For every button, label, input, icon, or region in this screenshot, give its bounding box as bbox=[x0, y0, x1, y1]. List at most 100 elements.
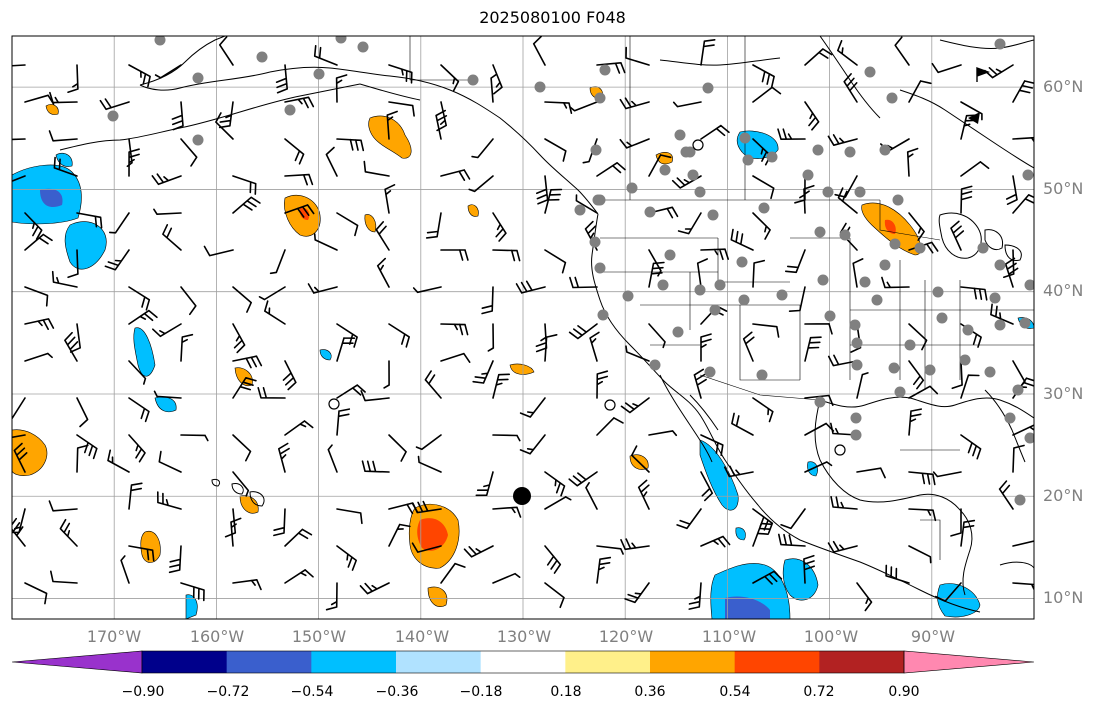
wind-barb bbox=[575, 194, 598, 214]
wind-barb bbox=[619, 138, 650, 149]
colorbar-segment bbox=[396, 651, 482, 673]
wind-barb bbox=[376, 257, 390, 288]
wind-barb bbox=[837, 40, 858, 66]
calm-wind-marker bbox=[328, 398, 340, 410]
wind-barb bbox=[700, 434, 724, 457]
wind-barb bbox=[568, 323, 598, 340]
wind-barb bbox=[803, 554, 815, 584]
wind-barb bbox=[752, 323, 780, 338]
station-marker bbox=[824, 310, 836, 322]
wind-barb bbox=[519, 397, 546, 418]
station-marker bbox=[839, 229, 851, 241]
station-marker bbox=[1024, 432, 1034, 444]
wind-barb bbox=[282, 360, 297, 391]
station-marker bbox=[674, 129, 686, 141]
wind-barb bbox=[492, 212, 507, 242]
station-marker bbox=[994, 319, 1006, 331]
wind-barb bbox=[700, 471, 714, 502]
wind-barb bbox=[856, 582, 873, 612]
wind-barb bbox=[648, 154, 672, 177]
wind-barb bbox=[12, 397, 26, 420]
wind-barb bbox=[180, 434, 209, 442]
lon-label-110w: 110°W bbox=[701, 627, 757, 646]
wind-barb bbox=[569, 276, 598, 289]
wind-barb bbox=[908, 385, 939, 399]
wind-barb bbox=[881, 276, 910, 289]
wind-barb bbox=[778, 533, 806, 547]
wind-barb bbox=[637, 479, 650, 510]
station-marker bbox=[802, 169, 814, 181]
wind-barb bbox=[932, 471, 962, 478]
wind-barb bbox=[804, 323, 833, 335]
wind-barb bbox=[128, 286, 151, 311]
wind-barb bbox=[620, 538, 650, 551]
wind-barb bbox=[325, 582, 338, 611]
wind-barb bbox=[827, 540, 858, 553]
wind-barb bbox=[852, 258, 864, 288]
wind-barb bbox=[128, 360, 147, 385]
wind-barb bbox=[700, 39, 716, 66]
wind-barb bbox=[688, 582, 702, 610]
wind-barb bbox=[336, 337, 356, 362]
wind-barb bbox=[336, 508, 363, 525]
wind-barb bbox=[475, 471, 494, 497]
station-marker bbox=[626, 182, 638, 194]
wind-barb bbox=[107, 449, 130, 473]
station-marker bbox=[984, 366, 996, 378]
wind-barb bbox=[53, 156, 78, 177]
station-marker bbox=[594, 262, 606, 274]
colorbar-segment bbox=[565, 651, 651, 673]
wind-barb bbox=[960, 286, 988, 301]
station-marker bbox=[851, 359, 863, 371]
station-marker bbox=[1004, 412, 1016, 424]
wind-barb bbox=[273, 508, 286, 537]
wind-barb bbox=[388, 523, 411, 547]
wind-barb bbox=[336, 384, 366, 399]
wind-barb bbox=[596, 162, 626, 177]
wind-barb bbox=[128, 64, 151, 88]
lon-label-150w: 150°W bbox=[291, 627, 347, 646]
wind-barb bbox=[935, 582, 962, 602]
wind-barb bbox=[180, 582, 205, 602]
station-marker bbox=[664, 249, 676, 261]
station-marker bbox=[739, 132, 751, 144]
wind-barb bbox=[960, 161, 990, 177]
colorbar-segment bbox=[226, 651, 312, 673]
wind-barb bbox=[960, 185, 973, 214]
wind-barb bbox=[275, 64, 288, 94]
wind-barb bbox=[415, 434, 442, 451]
wind-barb bbox=[425, 212, 442, 239]
station-marker bbox=[844, 146, 856, 158]
wind-barb bbox=[908, 508, 937, 522]
wind-barb bbox=[269, 249, 286, 275]
wind-barb bbox=[388, 434, 407, 462]
wind-barb bbox=[752, 64, 775, 88]
wind-barb bbox=[203, 245, 234, 257]
wind-barb bbox=[104, 249, 130, 271]
wind-barb bbox=[620, 397, 650, 414]
wind-barb bbox=[785, 249, 806, 274]
station-marker bbox=[467, 74, 479, 86]
wind-barb bbox=[154, 64, 182, 79]
wind-barb bbox=[960, 434, 982, 460]
wind-barb bbox=[536, 175, 549, 205]
wind-barb bbox=[153, 208, 182, 215]
station-marker bbox=[977, 242, 989, 254]
colorbar-tick-label: 0.72 bbox=[803, 684, 835, 700]
colorbar-segment bbox=[142, 651, 228, 673]
wind-barb bbox=[908, 545, 932, 564]
wind-barb bbox=[12, 517, 26, 547]
station-marker bbox=[871, 294, 883, 306]
colorbar-segment bbox=[734, 651, 820, 673]
wind-barb bbox=[171, 101, 184, 131]
lat-label-20n: 20°N bbox=[1043, 486, 1084, 505]
wind-barb bbox=[218, 101, 234, 129]
wind-barb bbox=[544, 471, 566, 497]
wind-barb bbox=[492, 249, 521, 262]
wind-barb bbox=[50, 570, 78, 584]
calm-wind-marker bbox=[604, 399, 616, 411]
anomaly-fill-layer bbox=[12, 86, 1034, 619]
wind-barb bbox=[386, 110, 398, 140]
wind-barb bbox=[264, 300, 286, 325]
station-marker bbox=[1019, 317, 1031, 329]
